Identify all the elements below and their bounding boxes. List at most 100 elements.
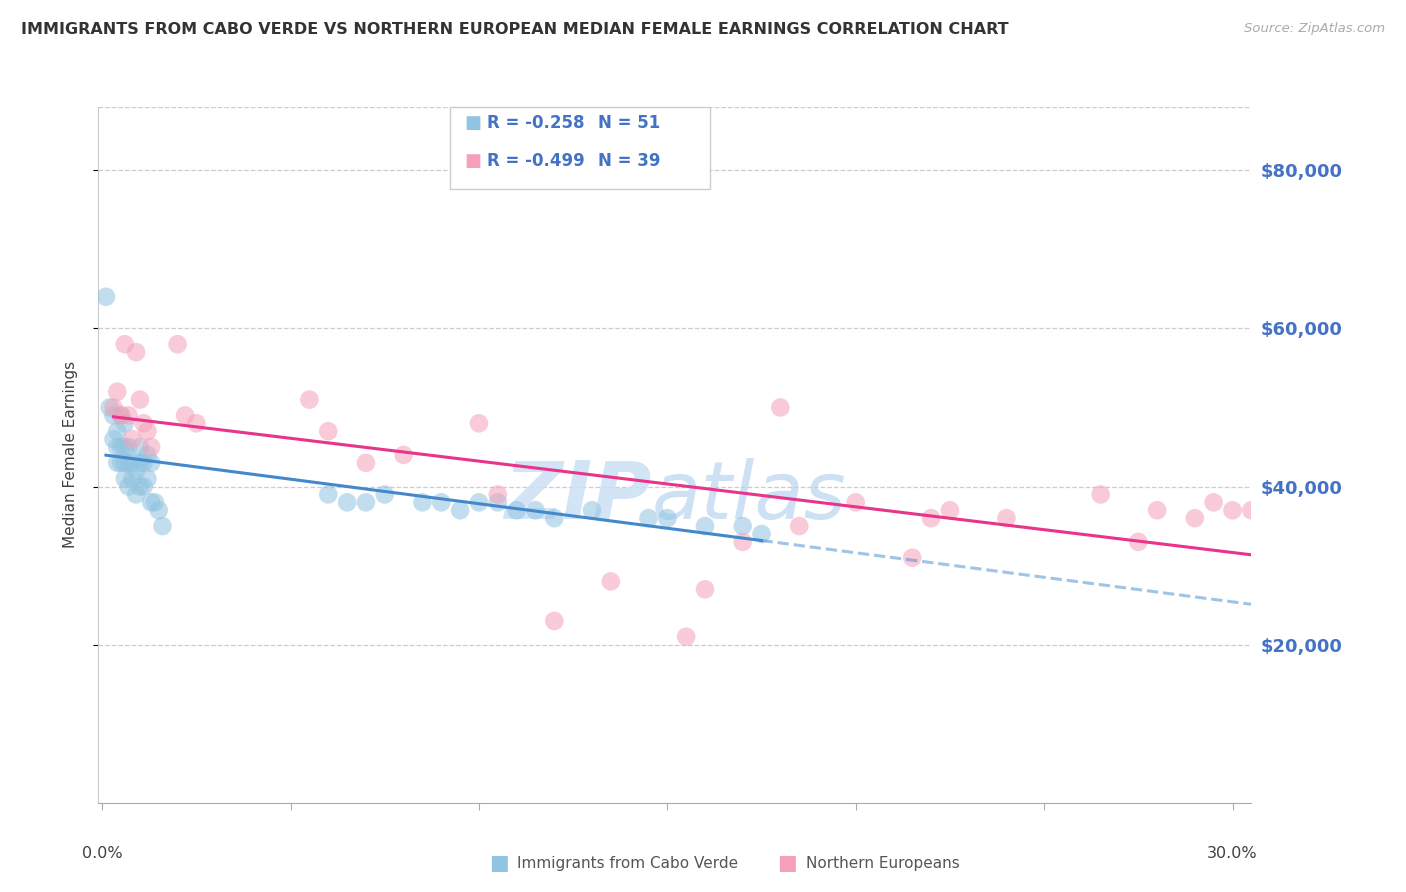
- Point: [105, 384, 128, 399]
- Point: [769, 401, 792, 415]
- Point: [731, 519, 754, 533]
- Point: [128, 479, 150, 493]
- Text: ■: ■: [464, 152, 481, 169]
- Point: [995, 511, 1018, 525]
- Point: [128, 456, 150, 470]
- Point: [136, 424, 159, 438]
- Point: [543, 511, 565, 525]
- Point: [693, 519, 716, 533]
- Point: [524, 503, 547, 517]
- Point: [110, 440, 132, 454]
- Point: [114, 337, 136, 351]
- Point: [141, 456, 163, 470]
- Point: [675, 630, 697, 644]
- Point: [143, 495, 166, 509]
- Point: [1222, 503, 1244, 517]
- Point: [110, 409, 132, 423]
- Point: [121, 456, 143, 470]
- Text: ■: ■: [778, 854, 797, 873]
- Point: [121, 472, 143, 486]
- Point: [186, 417, 208, 431]
- Point: [392, 448, 415, 462]
- Point: [125, 464, 148, 478]
- Text: atlas: atlas: [652, 458, 846, 536]
- Text: N = 51: N = 51: [598, 114, 659, 132]
- Point: [1202, 495, 1225, 509]
- Point: [581, 503, 603, 517]
- Point: [316, 487, 339, 501]
- Text: ZIP: ZIP: [505, 458, 652, 536]
- Point: [920, 511, 942, 525]
- Point: [354, 456, 377, 470]
- Point: [105, 456, 128, 470]
- Point: [599, 574, 621, 589]
- Point: [121, 432, 143, 446]
- Point: [94, 290, 117, 304]
- Point: [166, 337, 188, 351]
- Point: [1146, 503, 1168, 517]
- Point: [845, 495, 868, 509]
- Point: [128, 440, 150, 454]
- Point: [117, 440, 139, 454]
- Point: [148, 503, 170, 517]
- Point: [103, 432, 125, 446]
- Point: [141, 440, 163, 454]
- Point: [114, 472, 136, 486]
- Text: 0.0%: 0.0%: [82, 847, 122, 862]
- Point: [486, 487, 509, 501]
- Point: [174, 409, 197, 423]
- Point: [117, 409, 139, 423]
- Point: [1128, 535, 1150, 549]
- Point: [98, 401, 121, 415]
- Text: N = 39: N = 39: [598, 152, 661, 169]
- Text: R = -0.499: R = -0.499: [486, 152, 585, 169]
- Point: [114, 417, 136, 431]
- Point: [637, 511, 659, 525]
- Point: [110, 409, 132, 423]
- Point: [132, 479, 155, 493]
- Point: [132, 456, 155, 470]
- Point: [505, 503, 527, 517]
- Point: [103, 409, 125, 423]
- Text: IMMIGRANTS FROM CABO VERDE VS NORTHERN EUROPEAN MEDIAN FEMALE EARNINGS CORRELATI: IMMIGRANTS FROM CABO VERDE VS NORTHERN E…: [21, 22, 1008, 37]
- Point: [1090, 487, 1112, 501]
- Point: [1240, 503, 1263, 517]
- Point: [486, 495, 509, 509]
- Point: [136, 448, 159, 462]
- Text: 30.0%: 30.0%: [1208, 847, 1258, 862]
- Point: [731, 535, 754, 549]
- Point: [336, 495, 359, 509]
- Point: [939, 503, 962, 517]
- Point: [110, 456, 132, 470]
- Point: [657, 511, 679, 525]
- Point: [1184, 511, 1206, 525]
- Text: ■: ■: [489, 854, 509, 873]
- Point: [117, 456, 139, 470]
- Point: [114, 440, 136, 454]
- Point: [136, 472, 159, 486]
- Point: [298, 392, 321, 407]
- Point: [125, 487, 148, 501]
- Point: [751, 527, 773, 541]
- Point: [117, 479, 139, 493]
- Point: [103, 401, 125, 415]
- Point: [128, 392, 150, 407]
- Point: [430, 495, 453, 509]
- Text: Northern Europeans: Northern Europeans: [806, 856, 959, 871]
- Point: [693, 582, 716, 597]
- Point: [125, 345, 148, 359]
- Point: [468, 417, 491, 431]
- Point: [449, 503, 471, 517]
- Point: [114, 456, 136, 470]
- Text: ■: ■: [464, 114, 481, 132]
- Point: [132, 417, 155, 431]
- Point: [141, 495, 163, 509]
- Point: [411, 495, 433, 509]
- Point: [354, 495, 377, 509]
- Point: [374, 487, 396, 501]
- Point: [901, 550, 924, 565]
- Text: Immigrants from Cabo Verde: Immigrants from Cabo Verde: [517, 856, 738, 871]
- Point: [468, 495, 491, 509]
- Point: [543, 614, 565, 628]
- Point: [316, 424, 339, 438]
